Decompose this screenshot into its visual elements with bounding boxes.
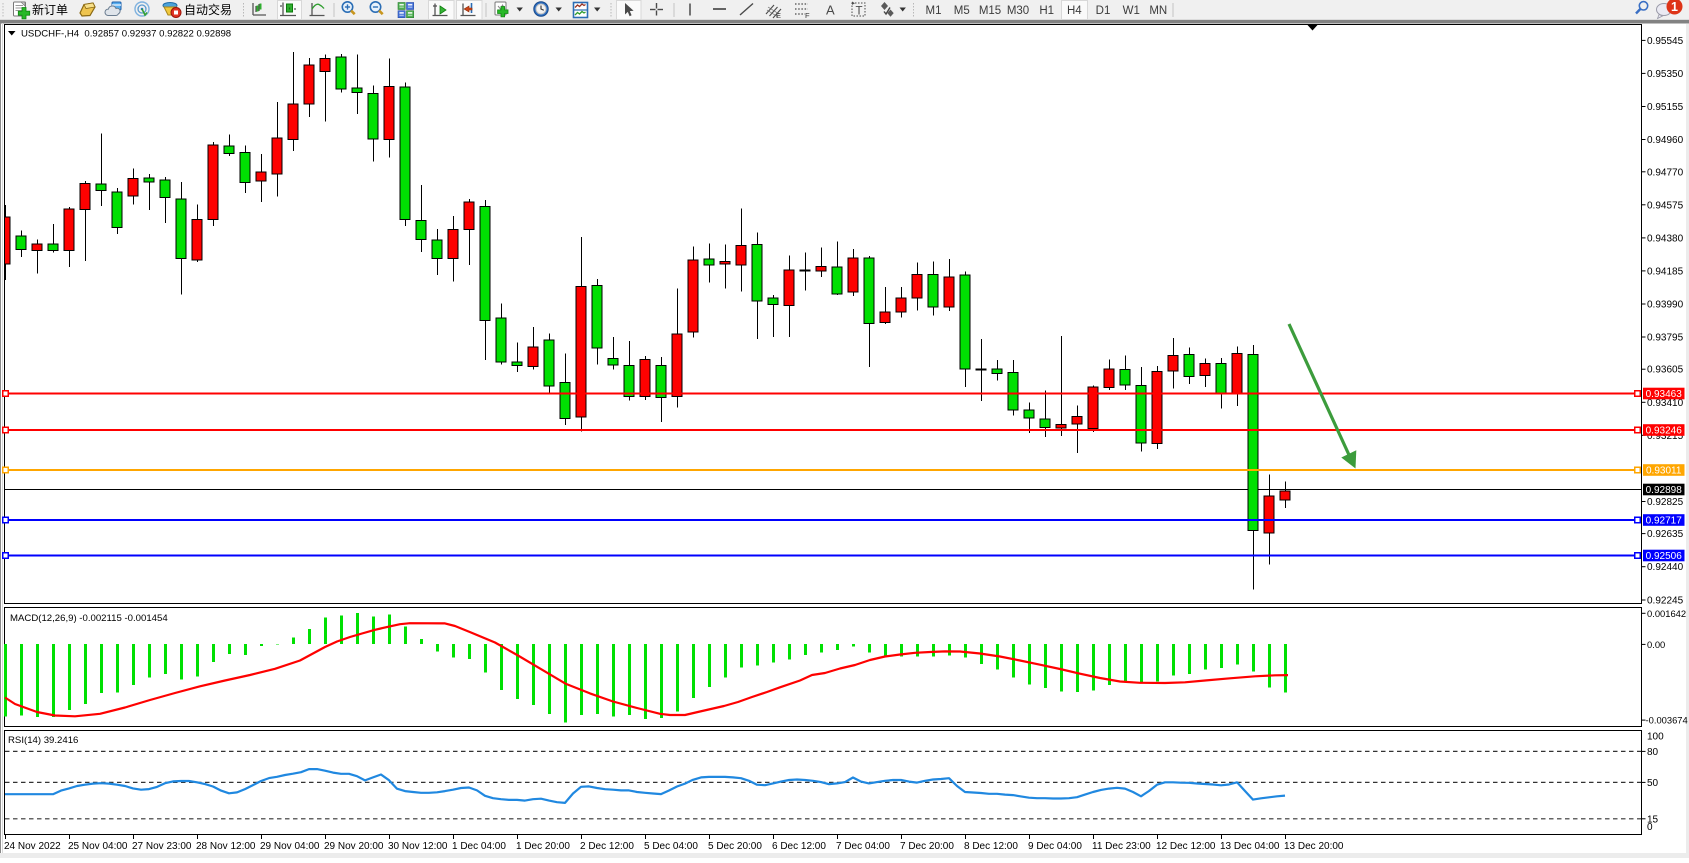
svg-text:29 Nov 20:00: 29 Nov 20:00 bbox=[324, 841, 384, 852]
svg-text:0.94185: 0.94185 bbox=[1647, 266, 1684, 277]
svg-text:MN: MN bbox=[1149, 5, 1167, 17]
svg-text:0.92635: 0.92635 bbox=[1647, 529, 1684, 540]
svg-text:13 Dec 04:00: 13 Dec 04:00 bbox=[1220, 841, 1280, 852]
svg-text:7 Dec 04:00: 7 Dec 04:00 bbox=[836, 841, 890, 852]
svg-text:W1: W1 bbox=[1123, 5, 1140, 17]
svg-text:H1: H1 bbox=[1039, 5, 1054, 17]
svg-text:0.92825: 0.92825 bbox=[1647, 497, 1684, 508]
svg-text:0.92245: 0.92245 bbox=[1647, 596, 1684, 607]
svg-text:1: 1 bbox=[1671, 0, 1678, 14]
svg-text:9 Dec 04:00: 9 Dec 04:00 bbox=[1028, 841, 1082, 852]
svg-text:0.93795: 0.93795 bbox=[1647, 333, 1684, 344]
svg-text:50: 50 bbox=[1647, 778, 1659, 789]
svg-text:1 Dec 04:00: 1 Dec 04:00 bbox=[452, 841, 506, 852]
svg-text:0.001642: 0.001642 bbox=[1647, 608, 1686, 619]
svg-text:7 Dec 20:00: 7 Dec 20:00 bbox=[900, 841, 954, 852]
svg-text:0.92440: 0.92440 bbox=[1647, 562, 1684, 573]
svg-text:25 Nov 04:00: 25 Nov 04:00 bbox=[68, 841, 128, 852]
svg-text:8 Dec 12:00: 8 Dec 12:00 bbox=[964, 841, 1018, 852]
svg-text:0.94960: 0.94960 bbox=[1647, 135, 1684, 146]
svg-text:12 Dec 12:00: 12 Dec 12:00 bbox=[1156, 841, 1216, 852]
svg-text:F: F bbox=[805, 11, 810, 20]
svg-text:0.93463: 0.93463 bbox=[1646, 389, 1683, 400]
svg-text:0.95545: 0.95545 bbox=[1647, 36, 1684, 47]
svg-text:80: 80 bbox=[1647, 747, 1659, 758]
svg-text:5 Dec 04:00: 5 Dec 04:00 bbox=[644, 841, 698, 852]
svg-text:30 Nov 12:00: 30 Nov 12:00 bbox=[388, 841, 448, 852]
svg-text:M30: M30 bbox=[1007, 5, 1029, 17]
svg-text:0.92717: 0.92717 bbox=[1646, 516, 1683, 527]
svg-text:H4: H4 bbox=[1067, 5, 1082, 17]
svg-text:0.95350: 0.95350 bbox=[1647, 69, 1684, 80]
svg-text:24 Nov 2022: 24 Nov 2022 bbox=[4, 841, 61, 852]
svg-text:D1: D1 bbox=[1096, 5, 1111, 17]
svg-text:5 Dec 20:00: 5 Dec 20:00 bbox=[708, 841, 762, 852]
svg-text:M5: M5 bbox=[954, 5, 970, 17]
svg-text:M1: M1 bbox=[926, 5, 942, 17]
svg-text:0.93246: 0.93246 bbox=[1646, 426, 1683, 437]
svg-text:0.93605: 0.93605 bbox=[1647, 365, 1684, 376]
svg-text:T: T bbox=[856, 6, 863, 18]
svg-text:0.93215: 0.93215 bbox=[1647, 431, 1684, 442]
svg-text:13 Dec 20:00: 13 Dec 20:00 bbox=[1284, 841, 1344, 852]
svg-text:自动交易: 自动交易 bbox=[184, 2, 232, 17]
svg-text:0.94770: 0.94770 bbox=[1647, 167, 1684, 178]
svg-text:28 Nov 12:00: 28 Nov 12:00 bbox=[196, 841, 256, 852]
svg-text:MACD(12,26,9) -0.002115 -0.001: MACD(12,26,9) -0.002115 -0.001454 bbox=[10, 613, 168, 624]
svg-text:M15: M15 bbox=[979, 5, 1001, 17]
svg-text:0.95155: 0.95155 bbox=[1647, 102, 1684, 113]
svg-text:A: A bbox=[826, 3, 835, 18]
svg-text:6 Dec 12:00: 6 Dec 12:00 bbox=[772, 841, 826, 852]
svg-text:0.00: 0.00 bbox=[1647, 639, 1665, 650]
svg-text:-0.003674: -0.003674 bbox=[1646, 715, 1688, 726]
svg-text:0.93011: 0.93011 bbox=[1646, 466, 1682, 477]
svg-text:27 Nov 23:00: 27 Nov 23:00 bbox=[132, 841, 192, 852]
svg-text:0.93410: 0.93410 bbox=[1647, 398, 1684, 409]
svg-text:2 Dec 12:00: 2 Dec 12:00 bbox=[580, 841, 634, 852]
svg-text:0.94575: 0.94575 bbox=[1647, 200, 1684, 211]
svg-text:11 Dec 23:00: 11 Dec 23:00 bbox=[1092, 841, 1151, 852]
svg-text:29 Nov 04:00: 29 Nov 04:00 bbox=[260, 841, 320, 852]
svg-text:0.92506: 0.92506 bbox=[1646, 551, 1683, 562]
svg-text:USDCHF-,H4 0.92857 0.92937 0.: USDCHF-,H4 0.92857 0.92937 0.92822 0.928… bbox=[21, 29, 231, 40]
svg-text:E: E bbox=[776, 11, 781, 20]
svg-text:0: 0 bbox=[1647, 822, 1653, 833]
svg-text:100: 100 bbox=[1647, 732, 1664, 743]
svg-text:0.93990: 0.93990 bbox=[1647, 300, 1684, 311]
svg-text:新订单: 新订单 bbox=[32, 2, 68, 17]
svg-text:15: 15 bbox=[1647, 814, 1659, 825]
svg-text:RSI(14) 39.2416: RSI(14) 39.2416 bbox=[8, 735, 78, 746]
svg-text:0.92898: 0.92898 bbox=[1646, 485, 1683, 496]
svg-text:0.94380: 0.94380 bbox=[1647, 233, 1684, 244]
svg-text:1 Dec 20:00: 1 Dec 20:00 bbox=[516, 841, 570, 852]
